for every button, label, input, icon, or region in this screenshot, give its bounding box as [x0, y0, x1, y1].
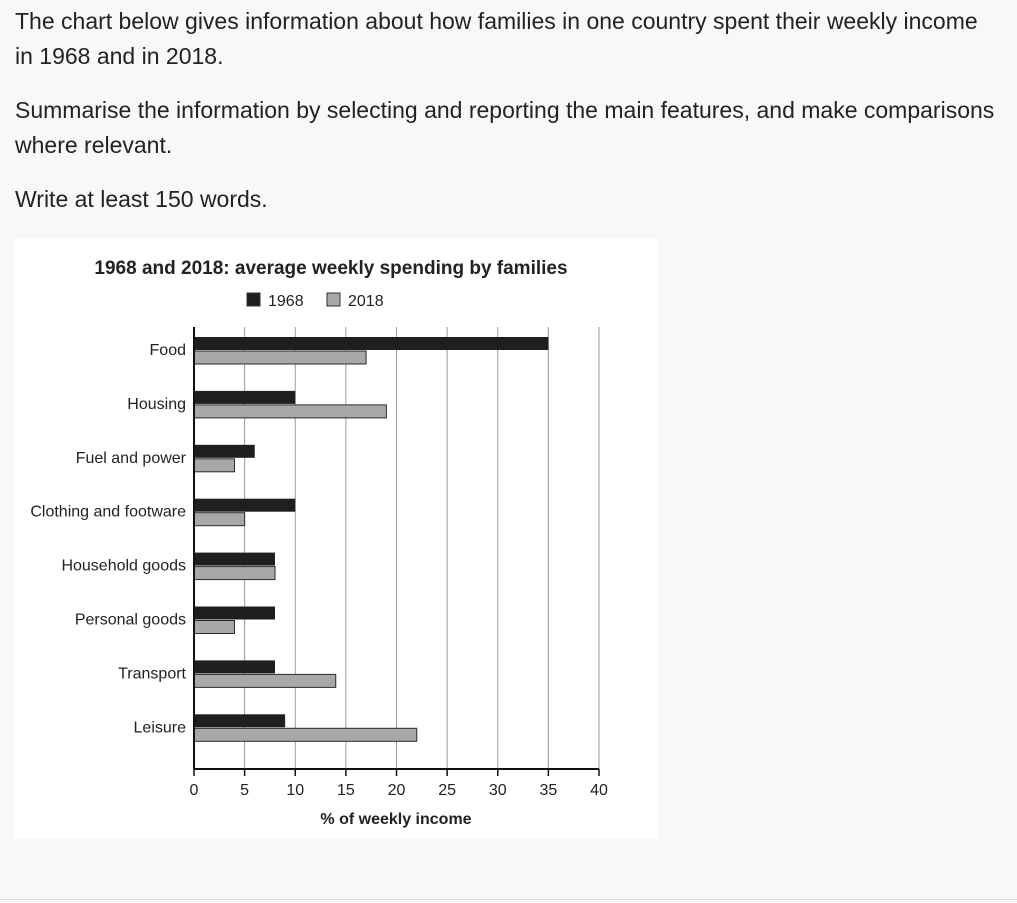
bar-1968-housing — [194, 390, 296, 404]
bar-1968-clothing-and-footware — [194, 498, 296, 512]
legend-label-2018: 2018 — [348, 293, 384, 310]
bar-2018-transport — [193, 673, 337, 688]
prompt-paragraph-2: Summarise the information by selecting a… — [15, 97, 995, 158]
bar-2018-personal-goods — [193, 620, 235, 634]
page-divider — [0, 899, 1017, 900]
legend-label-1968: 1968 — [268, 293, 304, 310]
legend-swatch-1968 — [246, 292, 261, 307]
prompt-paragraph-3: Write at least 150 words. — [15, 186, 268, 212]
category-label: Personal goods — [75, 612, 186, 629]
bar-1968-fuel-and-power — [194, 444, 255, 458]
bar-chart-card: 1968 and 2018: average weekly spending b… — [15, 238, 657, 838]
legend-swatch-2018 — [326, 292, 341, 307]
bar-2018-household-goods — [193, 566, 276, 581]
x-tick-label: 40 — [590, 782, 608, 799]
x-tick-label: 5 — [240, 782, 249, 799]
bar-2018-food — [193, 350, 367, 365]
category-label: Transport — [118, 665, 186, 682]
bar-1968-personal-goods — [194, 606, 275, 620]
x-tick-label: 20 — [388, 782, 406, 799]
x-tick-label: 25 — [438, 782, 456, 799]
x-tick-label: 0 — [190, 782, 199, 799]
prompt-paragraph-1: The chart below gives information about … — [15, 8, 978, 69]
category-label: Leisure — [134, 719, 187, 736]
bar-1968-transport — [194, 660, 275, 674]
x-tick-label: 15 — [337, 782, 355, 799]
bar-1968-household-goods — [194, 552, 275, 566]
bar-2018-housing — [193, 404, 387, 419]
chart-title: 1968 and 2018: average weekly spending b… — [94, 258, 567, 279]
task-prompt: The chart below gives information about … — [15, 4, 995, 236]
bar-chart: 1968 and 2018: average weekly spending b… — [30, 258, 608, 828]
x-tick-label: 35 — [539, 782, 557, 799]
bar-2018-fuel-and-power — [193, 458, 235, 473]
category-label: Housing — [127, 396, 186, 413]
bar-1968-food — [194, 337, 549, 350]
bar-1968-leisure — [194, 714, 286, 728]
category-label: Household goods — [61, 558, 186, 575]
x-tick-label: 10 — [286, 782, 304, 799]
x-axis-title: % of weekly income — [320, 811, 471, 828]
category-label: Fuel and power — [76, 450, 187, 467]
bar-2018-leisure — [193, 727, 418, 742]
x-tick-label: 30 — [489, 782, 507, 799]
bar-2018-clothing-and-footware — [193, 512, 246, 527]
category-label: Food — [150, 342, 186, 359]
category-label: Clothing and footware — [30, 504, 186, 521]
